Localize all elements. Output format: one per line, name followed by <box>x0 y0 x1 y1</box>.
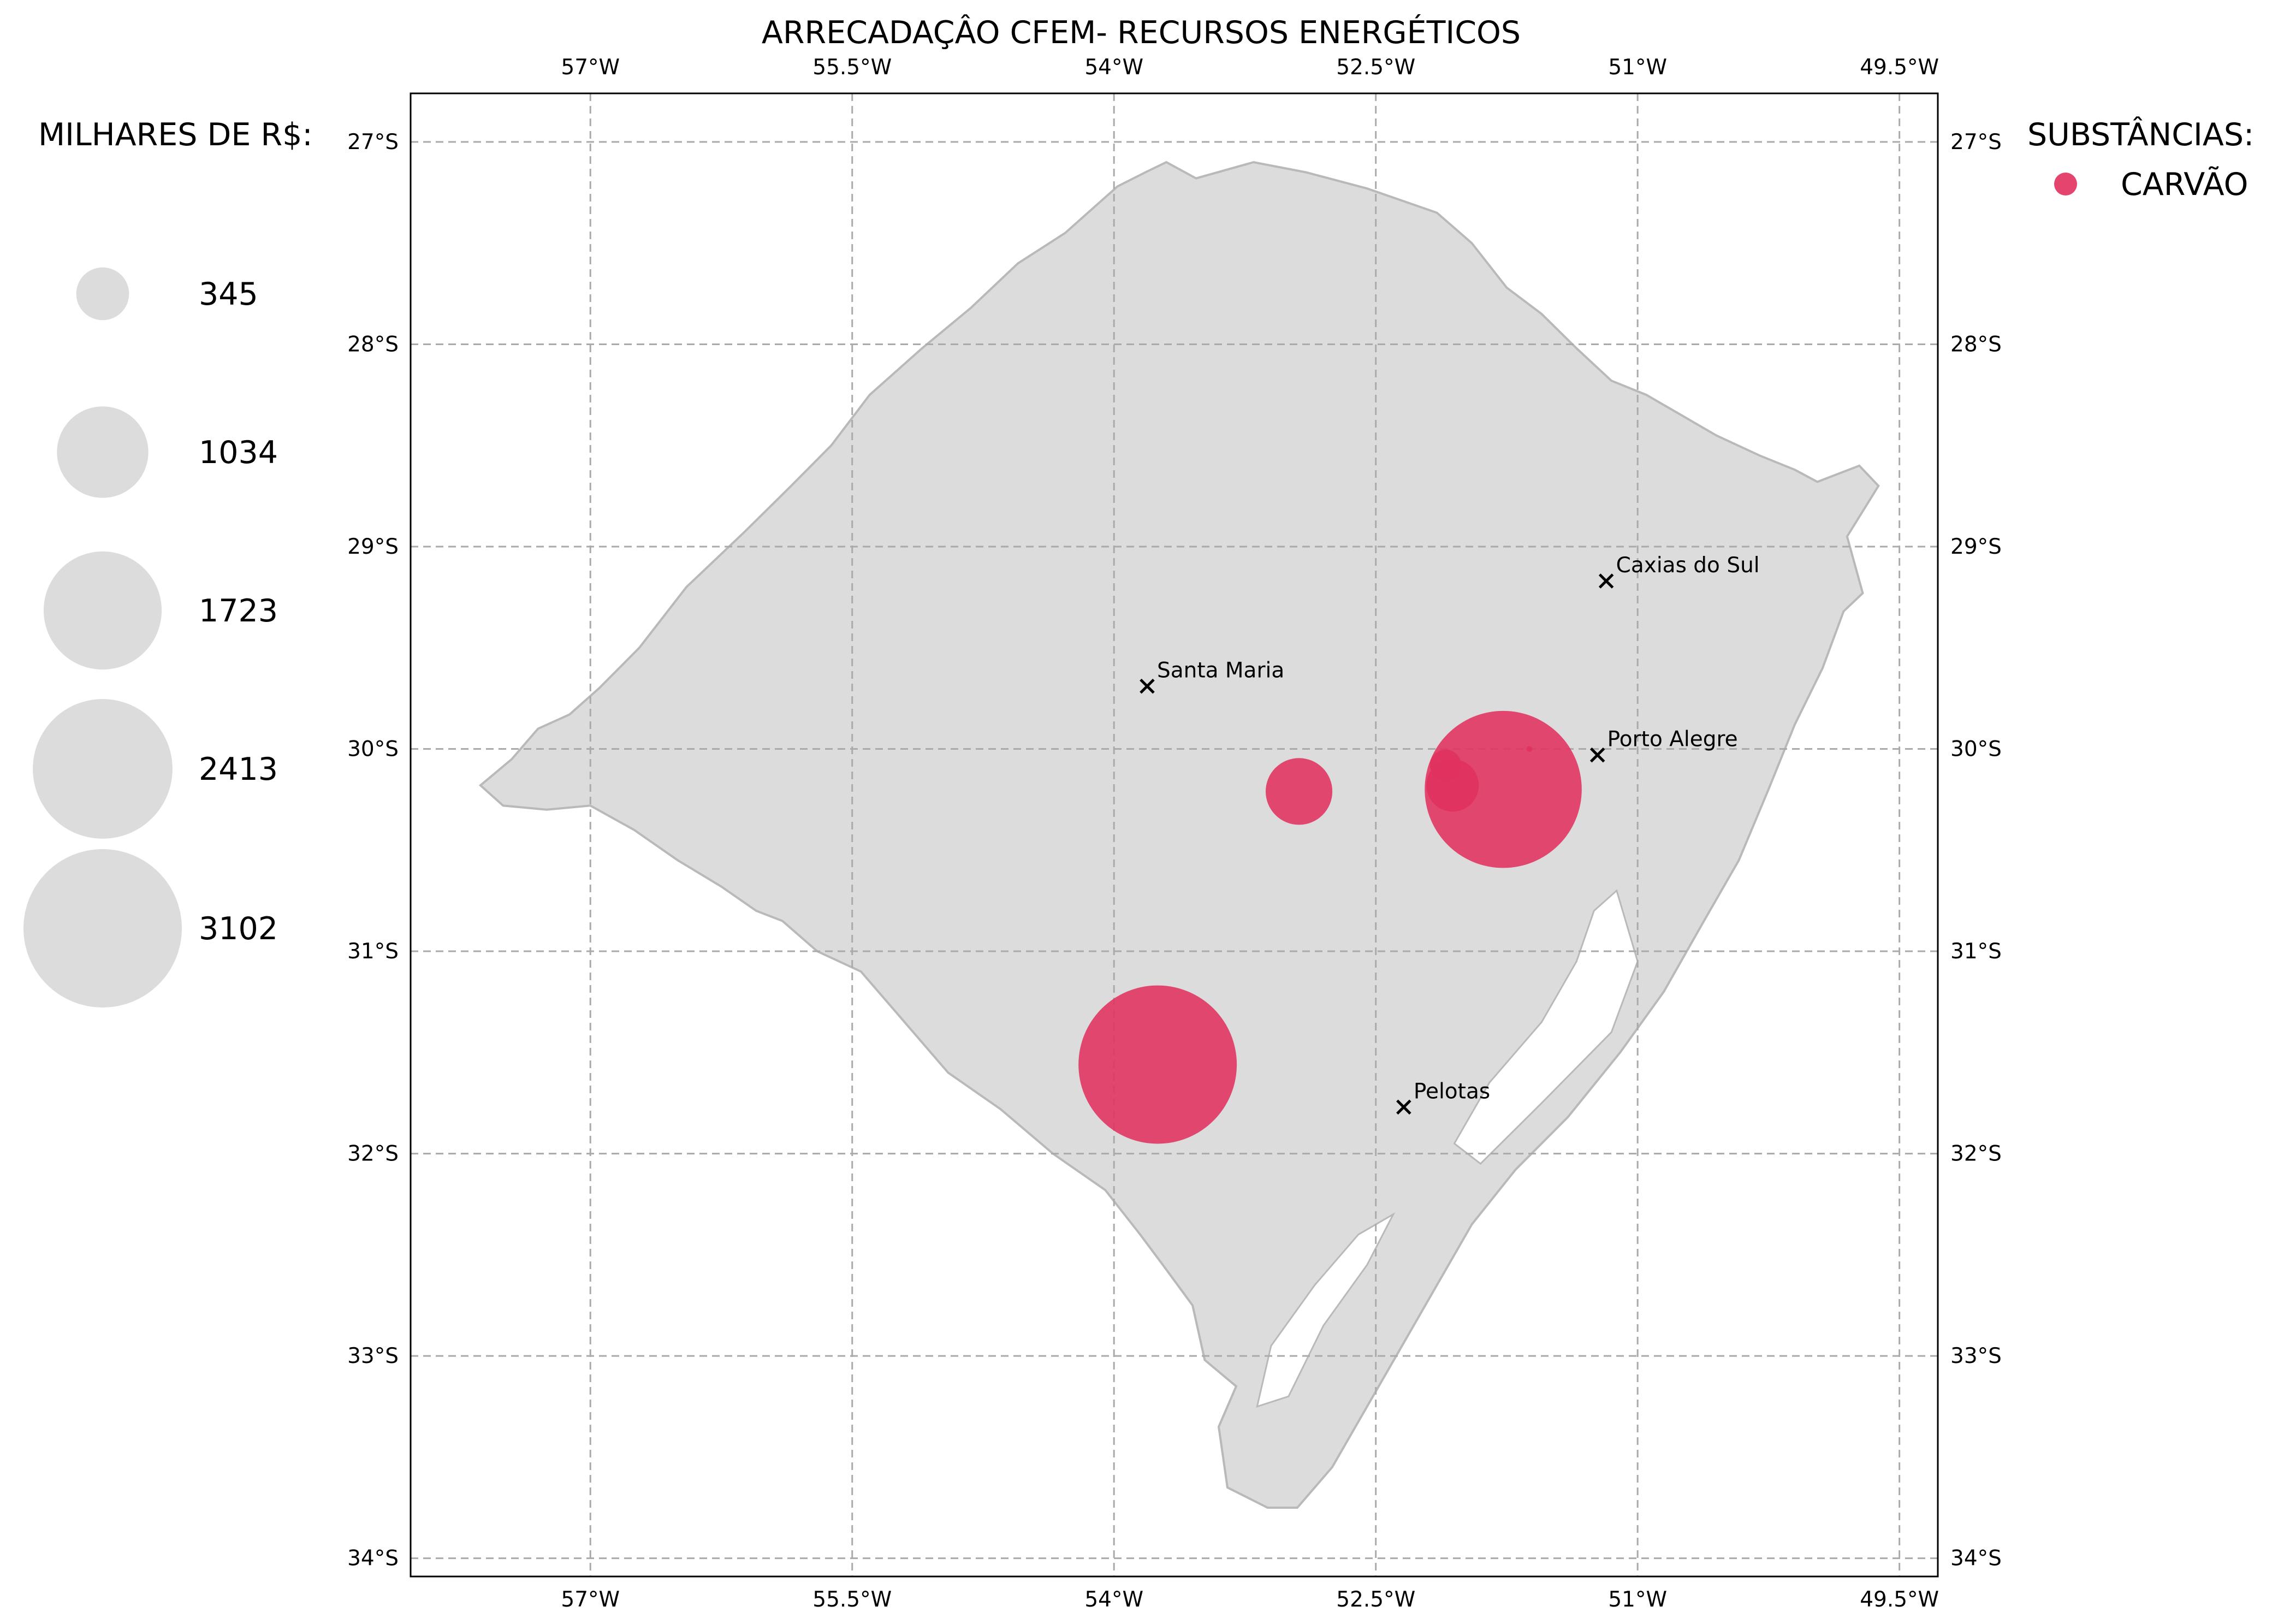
lat-tick-label-left: 32°S <box>347 1142 399 1166</box>
substance-legend-title: SUBSTÂNCIAS: <box>2027 116 2254 153</box>
lon-tick-label-bottom: 54°W <box>1084 1587 1143 1612</box>
size-legend-label: 345 <box>199 276 258 312</box>
lat-tick-label-left: 29°S <box>347 535 399 559</box>
city-label: Porto Alegre <box>1607 727 1738 752</box>
bubble-carvao <box>1078 985 1237 1144</box>
city-label: Caxias do Sul <box>1616 553 1760 578</box>
map-frame <box>410 92 1939 1578</box>
substance-legend-marker <box>2054 173 2077 195</box>
lagoa-mirim <box>1256 1212 1396 1408</box>
lat-tick-label-right: 31°S <box>1950 939 2002 964</box>
lat-tick-label-left: 31°S <box>347 939 399 964</box>
lon-tick-label-top: 52.5°W <box>1336 55 1415 80</box>
size-legend-circle <box>43 551 162 670</box>
city-x-icon <box>1396 1099 1411 1115</box>
lon-tick-label-top: 57°W <box>561 55 620 80</box>
lon-tick-label-top: 51°W <box>1608 55 1667 80</box>
map-title: ARRECADAÇÂO CFEM- RECURSOS ENERGÉTICOS <box>762 14 1521 51</box>
city-label: Santa Maria <box>1157 659 1284 683</box>
city-x-icon <box>1140 678 1155 694</box>
lat-tick-label-left: 27°S <box>347 130 399 155</box>
city-marker: Pelotas <box>1396 1079 1490 1115</box>
size-legend-circle <box>23 849 182 1007</box>
state-land <box>478 161 1880 1509</box>
lat-tick-label-left: 30°S <box>347 737 399 762</box>
map-area: Caxias do Sul Santa Maria Porto Alegre Pelo… <box>347 55 2002 1612</box>
bubble-carvao <box>1265 758 1333 825</box>
lon-tick-label-bottom: 51°W <box>1608 1587 1667 1612</box>
size-legend-label: 1034 <box>199 435 278 471</box>
lat-tick-label-right: 29°S <box>1950 535 2002 559</box>
lat-tick-label-right: 30°S <box>1950 737 2002 762</box>
lon-tick-label-bottom: 57°W <box>561 1587 620 1612</box>
bubble-carvao <box>1526 746 1533 752</box>
lon-tick-label-bottom: 52.5°W <box>1336 1587 1415 1612</box>
lon-tick-label-bottom: 55.5°W <box>812 1587 892 1612</box>
city-label: Pelotas <box>1414 1079 1490 1104</box>
city-marker: Santa Maria <box>1140 659 1284 694</box>
lagoa-dos-patos <box>1453 889 1639 1165</box>
substance-legend-label: CARVÃO <box>2121 166 2248 203</box>
lon-tick-label-bottom: 49.5°W <box>1860 1587 1939 1612</box>
size-legend-circle <box>76 267 129 321</box>
lat-tick-label-right: 28°S <box>1950 332 2002 357</box>
city-marker: Caxias do Sul <box>1598 553 1760 589</box>
lat-tick-label-left: 28°S <box>347 332 399 357</box>
substance-legend: SUBSTÂNCIAS: CARVÃO <box>2027 116 2254 203</box>
city-marker: Porto Alegre <box>1589 727 1738 763</box>
lat-tick-label-right: 34°S <box>1950 1546 2002 1571</box>
size-legend-circle <box>33 699 173 839</box>
lat-tick-label-left: 34°S <box>347 1546 399 1571</box>
lon-tick-label-top: 49.5°W <box>1860 55 1939 80</box>
size-legend-label: 1723 <box>199 593 278 629</box>
bubble-carvao <box>1425 710 1582 868</box>
size-legend-label: 2413 <box>199 751 278 787</box>
lat-tick-label-right: 27°S <box>1950 130 2002 155</box>
city-x-icon <box>1589 747 1605 763</box>
city-x-icon <box>1598 573 1614 589</box>
size-legend-title: MILHARES DE R$: <box>38 117 313 153</box>
lon-tick-label-top: 54°W <box>1084 55 1143 80</box>
lat-tick-label-left: 33°S <box>347 1344 399 1368</box>
bubble-carvao <box>1430 749 1462 781</box>
lat-tick-label-right: 32°S <box>1950 1142 2002 1166</box>
size-legend-circle <box>57 406 149 498</box>
lon-tick-label-top: 55.5°W <box>812 55 892 80</box>
size-legend: MILHARES DE R$: 345 1034 1723 2413 3102 <box>23 117 313 1007</box>
size-legend-label: 3102 <box>199 911 278 947</box>
lat-tick-label-right: 33°S <box>1950 1344 2002 1368</box>
